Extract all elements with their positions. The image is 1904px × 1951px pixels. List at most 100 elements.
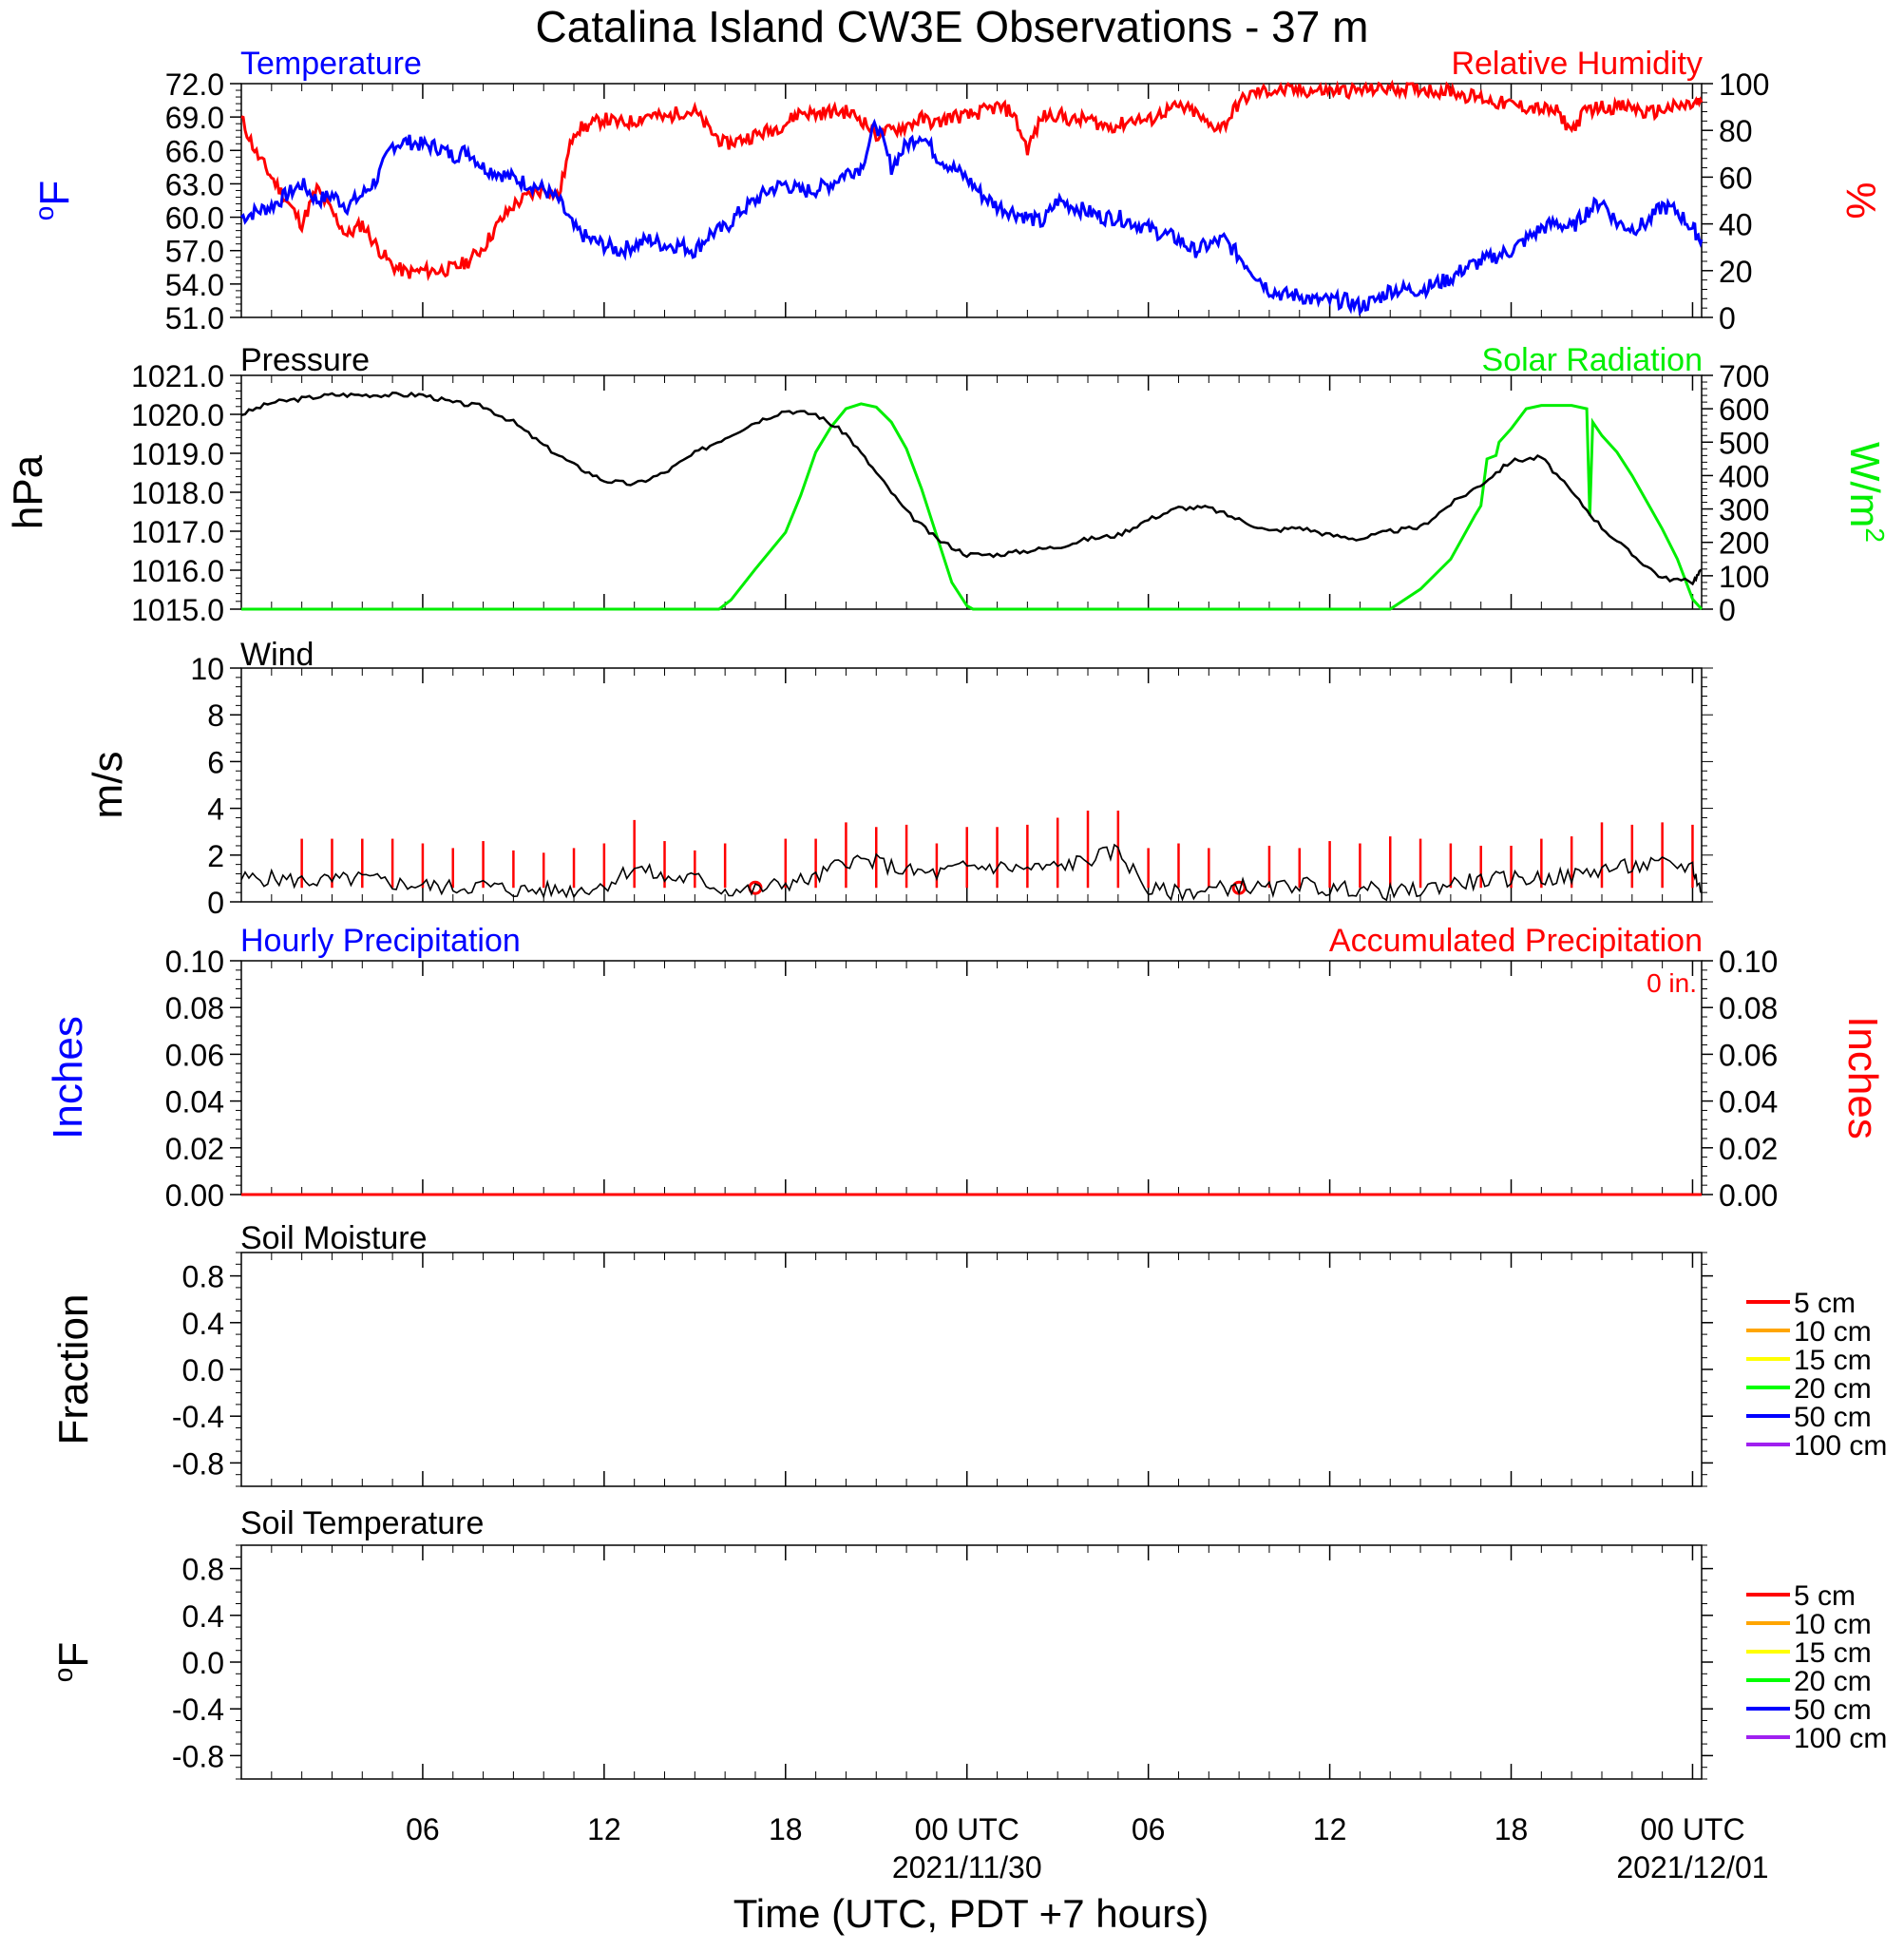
hourly-precip-tick-label: 0.06	[165, 1038, 224, 1072]
humidity-unit-label: %	[1837, 182, 1884, 219]
soil-temperature-unit: oF	[48, 1642, 97, 1682]
pressure-title: Pressure	[240, 342, 370, 378]
soil-temperature-axis: 0.8 0.4 0.0 -0.4 -0.8	[172, 1544, 1713, 1780]
soil-moisture-tick-label: 0.0	[182, 1353, 224, 1387]
pressure-tick-label: 1021.0	[131, 359, 224, 393]
temperature-humidity-panel: 72.069.066.063.060.057.054.051.0 100 80 60…	[29, 46, 1884, 335]
soil-moisture-time-ticks	[271, 1253, 1694, 1486]
time-tick-label: 12	[587, 1812, 621, 1846]
wind-tick-label: 2	[207, 839, 224, 873]
temperature-unit-label: oF	[29, 181, 78, 220]
hourly-precip-axis: 0.10 0.08 0.06 0.04 0.02 0.00	[165, 945, 241, 1213]
solar-title: Solar Radiation	[1482, 342, 1703, 378]
hourly-precip-tick-label: 0.04	[165, 1085, 224, 1119]
solar-series-line	[241, 402, 1704, 611]
accum-precip-title: Accumulated Precipitation	[1329, 923, 1703, 959]
pressure-tick-label: 1019.0	[131, 437, 224, 471]
soil-moisture-plot-frame	[240, 1252, 1703, 1487]
pressure-axis: 1021.0 1020.0 1019.0 1018.0 1017.0 1016.0 1015…	[131, 359, 241, 627]
pressure-tick-label: 1017.0	[131, 515, 224, 549]
humidity-tick-label: 20	[1719, 255, 1753, 289]
pressure-tick-label: 1015.0	[131, 593, 224, 627]
temperature-plot-frame	[240, 83, 1703, 318]
pressure-solar-panel: 1021.0 1020.0 1019.0 1018.0 1017.0 1016.0 1015…	[5, 342, 1890, 627]
temperature-series-line	[239, 118, 1704, 316]
pressure-tick-label: 1016.0	[131, 554, 224, 588]
pressure-series-line	[240, 391, 1702, 586]
soil-moisture-panel: 0.8 0.4 0.0 -0.4 -0.8 Soil Moisture Fraction…	[50, 1220, 1887, 1487]
solar-tick-label: 0	[1719, 593, 1736, 627]
legend-label: 20 cm	[1794, 1666, 1872, 1697]
accum-precip-unit: Inches	[1839, 1016, 1886, 1139]
hourly-precip-title: Hourly Precipitation	[240, 923, 521, 959]
soil-moisture-unit: Fraction	[50, 1294, 97, 1445]
solar-tick-label: 300	[1719, 493, 1769, 527]
accum-precip-tick-label: 0.08	[1719, 991, 1778, 1025]
wind-panel: 10 8 6 4 2 0 Wind m/s	[85, 637, 1713, 920]
solar-tick-label: 700	[1719, 359, 1769, 393]
time-axis-labels: 06 12 18 00 UTC 2021/11/30 06 12 18 00 UTC 2021/1…	[406, 1812, 1768, 1884]
legend-label: 100 cm	[1794, 1723, 1887, 1754]
time-tick-label: 00 UTC	[1640, 1812, 1744, 1846]
accum-precip-tick-label: 0.00	[1719, 1178, 1778, 1213]
wind-speed-line	[240, 843, 1703, 902]
soil-temperature-plot-frame	[240, 1544, 1703, 1780]
temperature-title: Temperature	[240, 46, 422, 82]
soil-temperature-tick-label: 0.4	[182, 1599, 224, 1634]
humidity-tick-label: 100	[1719, 67, 1769, 102]
soil-temperature-time-ticks	[271, 1545, 1694, 1779]
soil-temperature-tick-label: -0.8	[172, 1739, 224, 1773]
svg-text:oF: oF	[48, 1642, 97, 1682]
precipitation-time-ticks	[271, 961, 1694, 1195]
humidity-tick-label: 80	[1719, 114, 1753, 148]
wind-axis: 10 8 6 4 2 0	[190, 652, 1713, 920]
time-tick-label: 18	[1495, 1812, 1529, 1846]
legend-label: 50 cm	[1794, 1694, 1872, 1726]
hourly-precip-tick-label: 0.10	[165, 945, 224, 979]
hourly-precip-tick-label: 0.08	[165, 991, 224, 1025]
soil-moisture-axis: 0.8 0.4 0.0 -0.4 -0.8	[172, 1252, 1713, 1487]
pressure-tick-label: 1020.0	[131, 398, 224, 432]
humidity-title: Relative Humidity	[1451, 46, 1703, 82]
temperature-tick-label: 63.0	[165, 167, 224, 201]
pressure-time-ticks	[271, 375, 1694, 609]
legend-label: 15 cm	[1794, 1637, 1872, 1669]
wind-tick-label: 4	[207, 793, 224, 827]
wind-tick-label: 10	[190, 652, 224, 686]
time-tick-label: 06	[1132, 1812, 1166, 1846]
humidity-tick-label: 60	[1719, 161, 1753, 195]
figure-title: Catalina Island CW3E Observations - 37 m	[536, 2, 1369, 51]
time-tick-label: 18	[769, 1812, 803, 1846]
humidity-tick-label: 0	[1719, 301, 1736, 335]
wind-unit-label: m/s	[85, 752, 131, 819]
solar-tick-label: 500	[1719, 426, 1769, 460]
precipitation-plot-frame	[240, 960, 1703, 1195]
legend-label: 10 cm	[1794, 1316, 1872, 1348]
pressure-unit-label: hPa	[5, 454, 51, 529]
wind-gust-marks	[300, 811, 1694, 895]
time-tick-label: 06	[406, 1812, 440, 1846]
humidity-series-line	[240, 79, 1704, 281]
soil-moisture-tick-label: 0.8	[182, 1260, 224, 1294]
accum-precip-total: 0 in.	[1647, 968, 1697, 998]
time-tick-label: 00 UTC	[915, 1812, 1019, 1846]
pressure-tick-label: 1018.0	[131, 476, 224, 510]
temperature-tick-label: 69.0	[165, 101, 224, 135]
solar-tick-label: 400	[1719, 459, 1769, 493]
date-label: 2021/11/30	[892, 1850, 1042, 1884]
temperature-tick-label: 66.0	[165, 134, 224, 168]
legend-label: 15 cm	[1794, 1345, 1872, 1376]
soil-temperature-title: Soil Temperature	[240, 1505, 484, 1541]
soil-moisture-tick-label: -0.8	[172, 1446, 224, 1481]
legend-label: 5 cm	[1794, 1288, 1856, 1319]
wind-tick-label: 0	[207, 886, 224, 920]
soil-moisture-tick-label: 0.4	[182, 1307, 224, 1341]
temperature-tick-label: 57.0	[165, 235, 224, 269]
soil-temperature-panel: 0.8 0.4 0.0 -0.4 -0.8 Soil Temperature oF 5 …	[48, 1505, 1887, 1780]
precipitation-panel: 0.10 0.08 0.06 0.04 0.02 0.00 0.10 0.08 0.06 0.0…	[45, 923, 1886, 1213]
hourly-precip-tick-label: 0.02	[165, 1132, 224, 1166]
temperature-tick-label: 51.0	[165, 301, 224, 335]
